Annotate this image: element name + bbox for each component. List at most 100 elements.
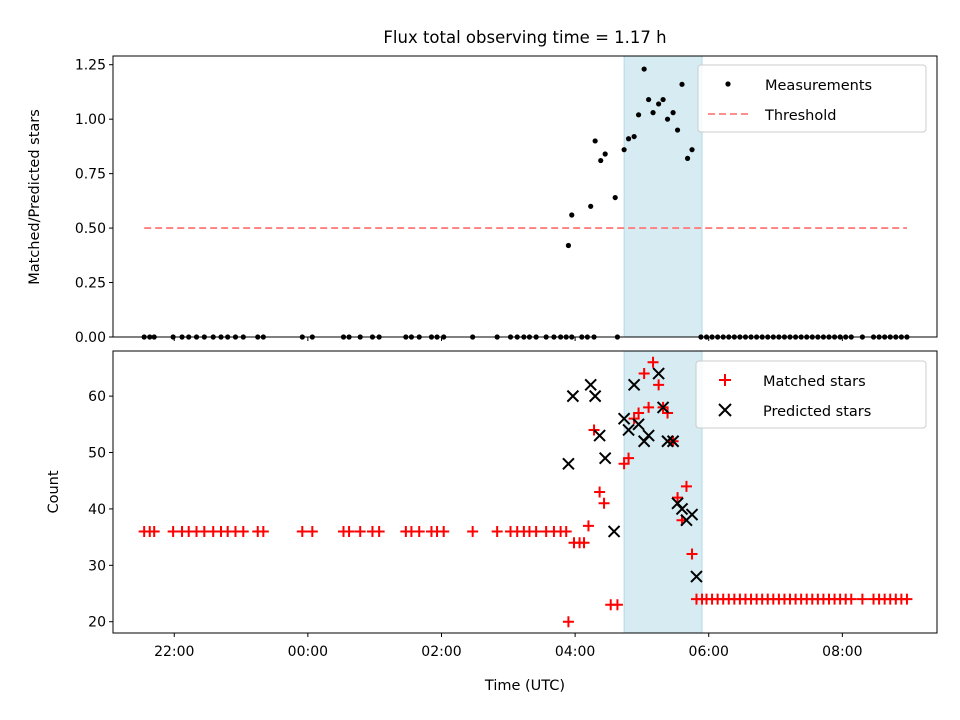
matched-star-marker (633, 407, 645, 419)
x-tick-label: 02:00 (421, 644, 461, 660)
legend-marker-predicted (718, 403, 732, 417)
y-tick-label: 0.00 (75, 330, 106, 346)
y-tick-label: 20 (88, 615, 106, 631)
predicted-star-marker (656, 401, 670, 414)
matched-star-marker (653, 379, 665, 391)
predicted-star-marker (588, 389, 602, 403)
predicted-stars-points (562, 367, 703, 583)
legend-marker-matched (719, 374, 731, 386)
predicted-star-marker (652, 367, 665, 380)
predicted-star-marker (607, 525, 621, 538)
legend: Measurements Threshold (697, 64, 927, 133)
x-axis-ticks (173, 337, 843, 341)
matched-star-marker (856, 593, 868, 605)
measurement-point (670, 110, 676, 116)
matched-star-marker (343, 525, 355, 537)
legend-label: Predicted stars (763, 404, 871, 420)
y-tick-label: 0.75 (75, 167, 106, 183)
matched-star-marker (647, 356, 659, 368)
measurement-point (635, 112, 642, 118)
measurement-point (625, 136, 632, 142)
matched-star-marker (354, 525, 366, 537)
matched-star-marker (413, 525, 425, 537)
y-tick-label: 50 (88, 446, 106, 462)
measurement-point (684, 155, 691, 161)
matched-star-marker (467, 525, 479, 537)
matched-star-marker (623, 452, 635, 464)
matched-star-marker (672, 492, 684, 504)
matched-star-marker (845, 593, 857, 605)
measurement-point (650, 110, 656, 116)
x-tick-label: 00:00 (288, 644, 328, 660)
x-axis-ticks: 22:00 00:00 02:00 04:00 06:00 08:00 (154, 633, 863, 660)
legend-label: Threshold (764, 108, 836, 124)
measurement-point (592, 138, 598, 144)
matched-star-marker (257, 525, 269, 537)
chart-title: Flux total observing time = 1.17 h (383, 28, 666, 47)
matched-star-marker (578, 537, 590, 549)
predicted-star-marker (632, 418, 645, 431)
matched-star-marker (373, 525, 385, 537)
predicted-star-marker (661, 435, 674, 448)
matched-star-marker (594, 486, 606, 498)
measurement-point (588, 203, 594, 209)
matched-star-marker (562, 616, 574, 628)
panel-count: 20 30 40 50 60 22:00 00:00 02:00 04:00 06:00 08:0… (46, 350, 938, 694)
x-tick-label: 08:00 (822, 644, 862, 660)
predicted-star-marker (627, 378, 641, 392)
matched-star-marker (438, 525, 450, 537)
predicted-star-marker (566, 389, 580, 403)
y-axis-ticks: 0.00 0.25 0.50 0.75 1.00 1.25 (75, 58, 113, 346)
matched-star-marker (680, 480, 692, 492)
measurement-point (569, 212, 575, 218)
measurement-point (664, 116, 671, 122)
matched-star-marker (582, 520, 594, 532)
highlight-span (623, 350, 703, 634)
predicted-star-marker (642, 429, 655, 442)
x-axis-label: Time (UTC) (484, 678, 565, 694)
y-axis-label: Matched/Predicted stars (27, 109, 43, 285)
y-tick-label: 30 (88, 558, 106, 574)
matched-star-marker (686, 548, 698, 560)
y-tick-label: 40 (88, 502, 106, 518)
measurement-point (598, 157, 604, 164)
panel-ratio: 0.00 0.25 0.50 0.75 1.00 1.25 Flux total obse… (27, 28, 938, 346)
predicted-star-marker (666, 435, 680, 448)
matched-star-marker (237, 525, 249, 537)
matched-star-marker (638, 368, 650, 380)
predicted-star-marker (562, 457, 575, 471)
matched-star-marker (491, 525, 503, 537)
y-tick-label: 0.50 (75, 221, 106, 237)
y-tick-label: 1.25 (75, 58, 106, 74)
matched-star-marker (611, 599, 623, 611)
matched-star-marker (618, 458, 630, 470)
predicted-star-marker (584, 378, 597, 392)
predicted-star-marker (598, 451, 612, 465)
legend-label: Matched stars (763, 374, 866, 390)
y-tick-label: 1.00 (75, 112, 106, 128)
plot-frame (112, 350, 938, 634)
matched-star-marker (598, 497, 610, 509)
highlight-span (623, 55, 703, 338)
x-tick-label: 22:00 (154, 644, 194, 660)
predicted-star-marker (593, 429, 606, 442)
predicted-star-marker (675, 502, 689, 516)
matched-star-marker (296, 525, 308, 537)
matched-star-marker (306, 525, 318, 537)
measurement-point (641, 66, 647, 72)
measurement-point (656, 101, 662, 107)
matched-stars-points (138, 356, 913, 628)
x-tick-label: 04:00 (555, 644, 595, 660)
measurement-point (674, 127, 681, 133)
matched-star-marker (901, 593, 913, 605)
legend: Matched stars Predicted stars (695, 360, 927, 429)
measurement-point (602, 151, 608, 157)
plot-frame (112, 55, 938, 338)
measurement-point (621, 147, 627, 153)
y-axis-label: Count (46, 470, 62, 513)
legend-marker-measurements (725, 81, 731, 87)
measurement-point (631, 133, 637, 140)
y-axis-ticks: 20 30 40 50 60 (88, 389, 113, 631)
matched-star-marker (588, 424, 600, 436)
